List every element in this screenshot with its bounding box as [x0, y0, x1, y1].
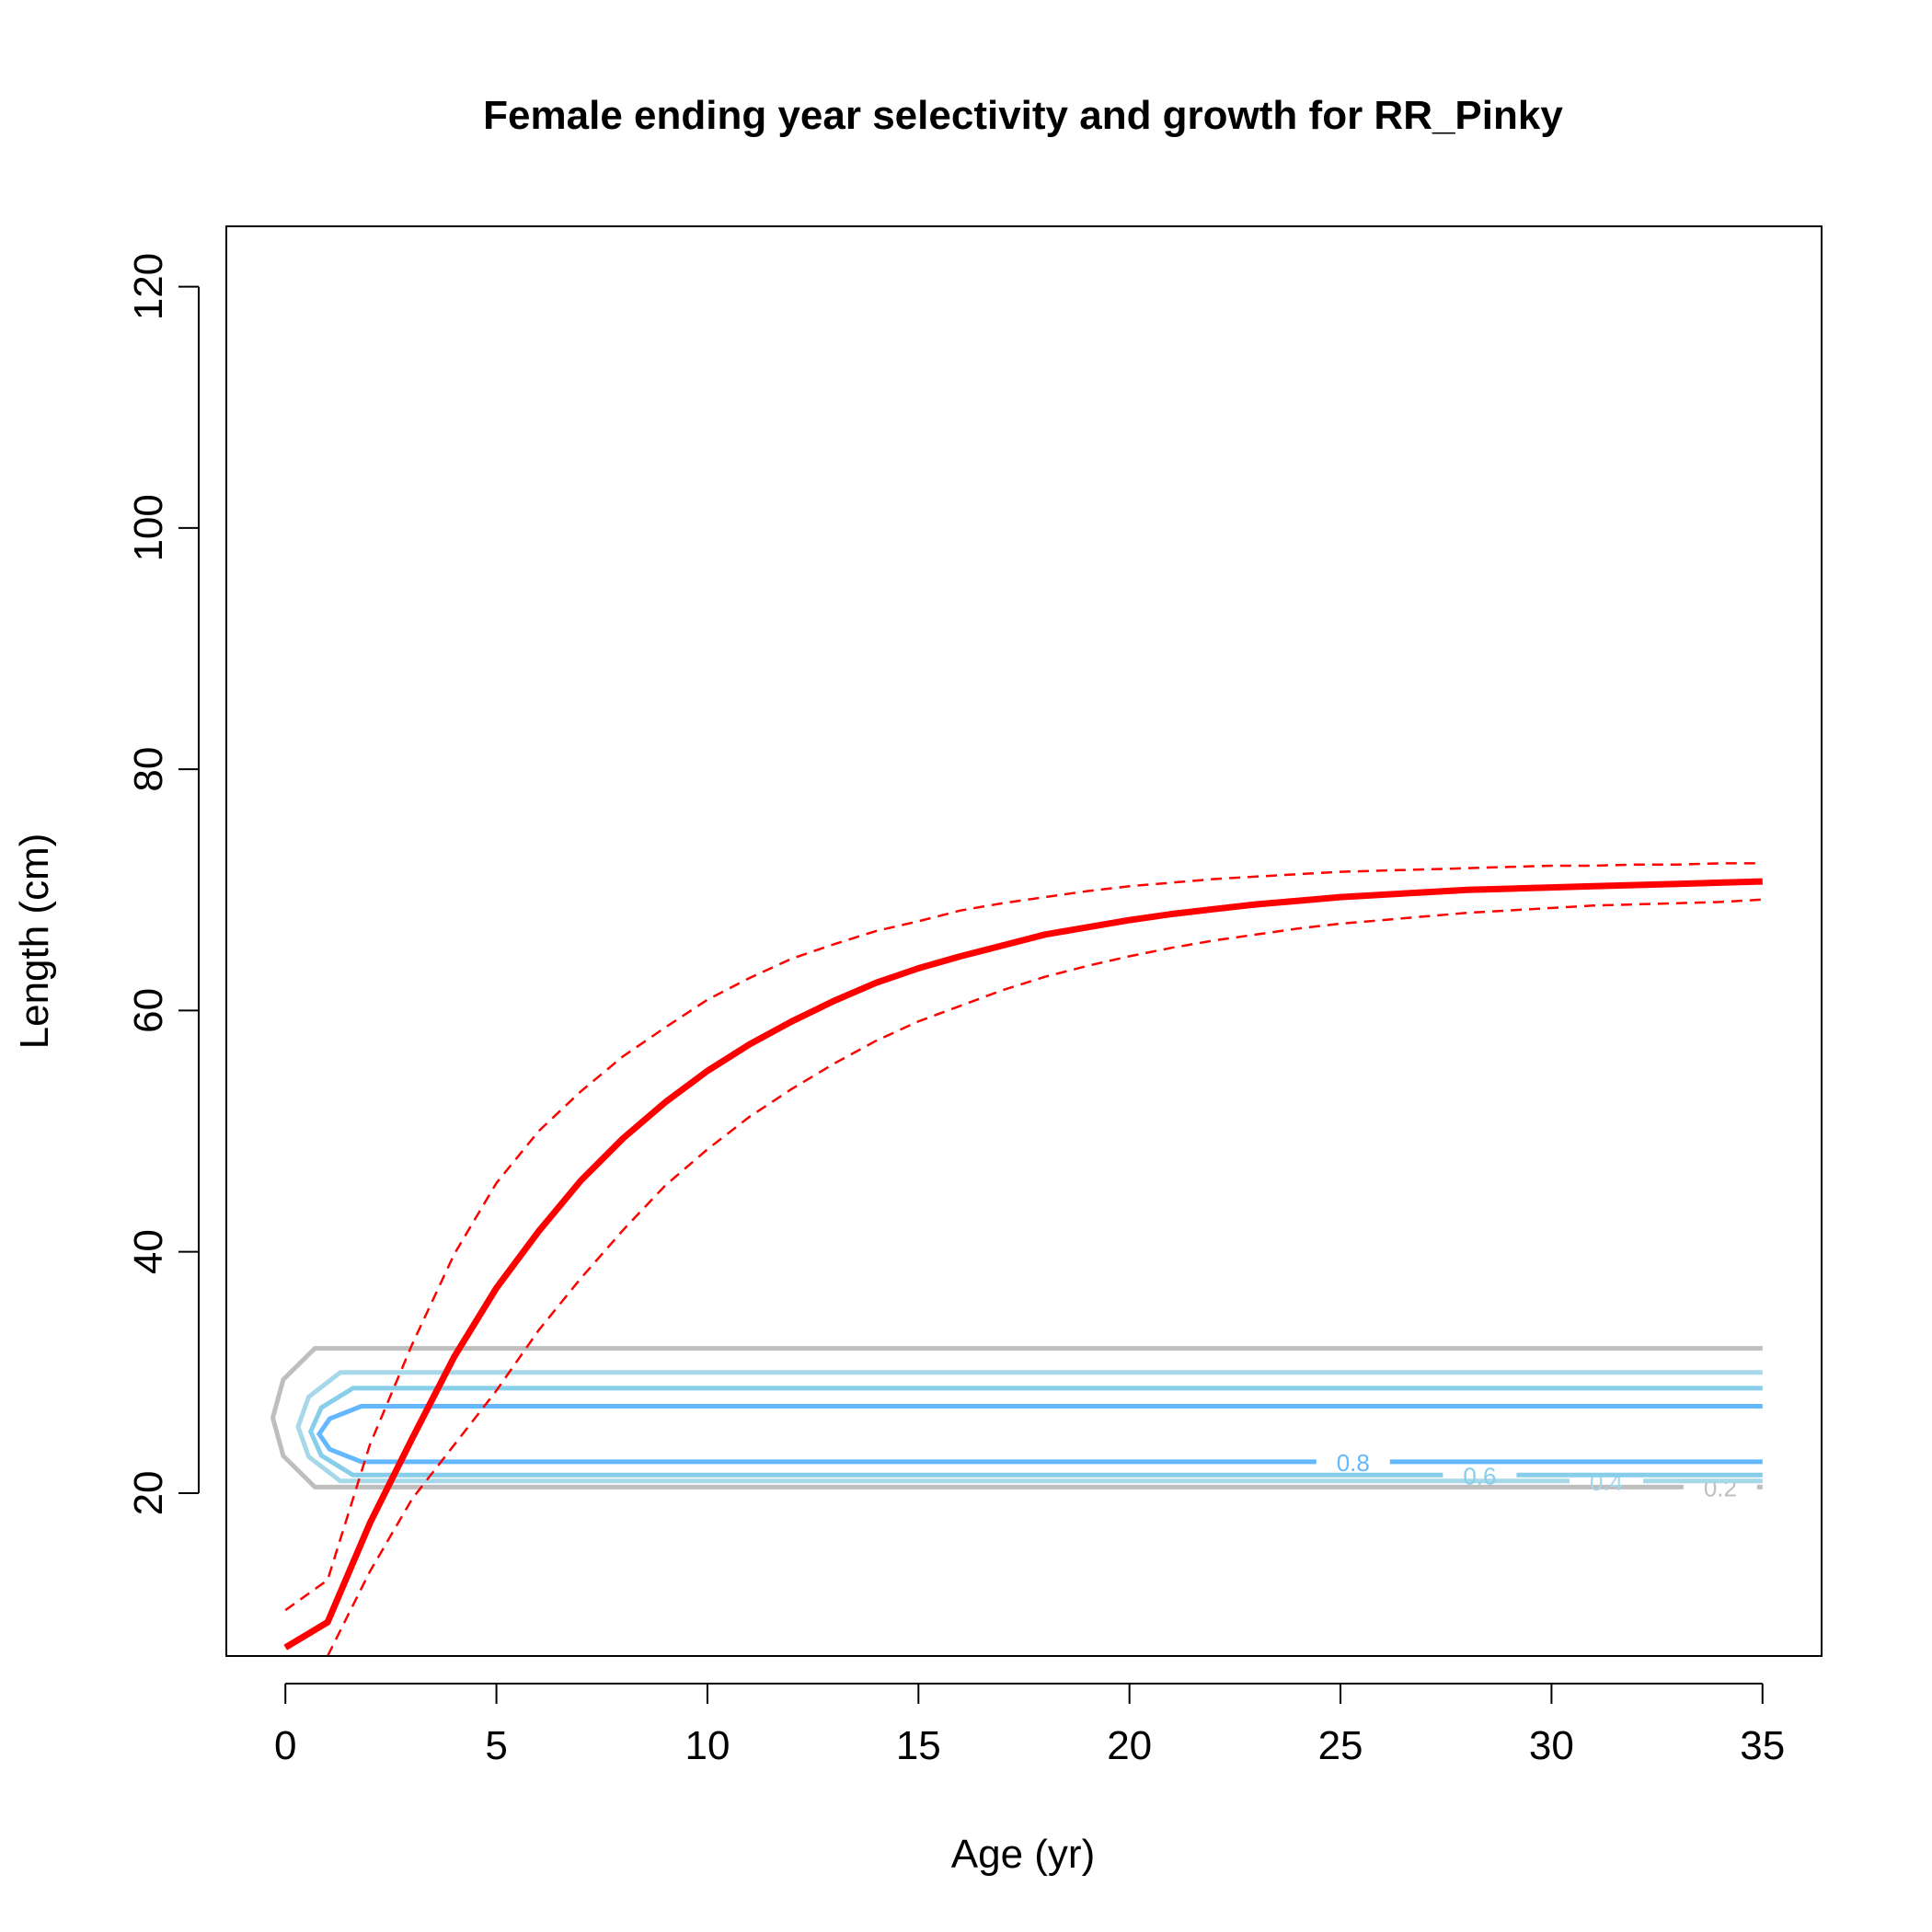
- x-tick-label: 0: [274, 1723, 296, 1768]
- chart-title: Female ending year selectivity and growt…: [483, 93, 1563, 138]
- x-tick-label: 25: [1318, 1723, 1363, 1768]
- y-axis: 20 40 60 80 100 120: [126, 253, 200, 1515]
- x-axis-label: Age (yr): [951, 1832, 1095, 1877]
- x-tick-label: 30: [1529, 1723, 1574, 1768]
- selectivity-contours: 0.2 0.4 0.6 0.8: [270, 1346, 1763, 1501]
- contour-label: 0.4: [1590, 1468, 1623, 1496]
- y-tick-label: 40: [126, 1229, 171, 1274]
- x-tick-label: 5: [485, 1723, 507, 1768]
- contour-label: 0.8: [1337, 1449, 1370, 1477]
- x-tick-label: 20: [1107, 1723, 1152, 1768]
- growth-lines: [283, 862, 1763, 1656]
- interval-line: [326, 898, 1763, 1656]
- contour-line: [295, 1370, 1763, 1484]
- interval-line: [284, 862, 1763, 1612]
- y-tick-label: 80: [126, 747, 171, 792]
- contour-line: [270, 1346, 1763, 1489]
- x-tick-label: 15: [896, 1723, 941, 1768]
- mean-length-line: [283, 878, 1763, 1650]
- x-tick-label: 35: [1740, 1723, 1785, 1768]
- contour-line: [316, 1404, 1763, 1465]
- contour-label: 0.2: [1704, 1474, 1737, 1501]
- y-tick-label: 20: [126, 1470, 171, 1515]
- x-tick-label: 10: [684, 1723, 730, 1768]
- y-axis-label: Length (cm): [12, 834, 57, 1050]
- plot-frame: [225, 225, 1823, 1657]
- x-axis: 0 5 10 15 20 25 30 35: [274, 1683, 1785, 1768]
- y-tick-label: 60: [126, 988, 171, 1033]
- contour-line: [307, 1386, 1763, 1478]
- y-tick-label: 120: [126, 253, 171, 320]
- y-tick-label: 100: [126, 494, 171, 561]
- contour-label: 0.6: [1463, 1462, 1496, 1489]
